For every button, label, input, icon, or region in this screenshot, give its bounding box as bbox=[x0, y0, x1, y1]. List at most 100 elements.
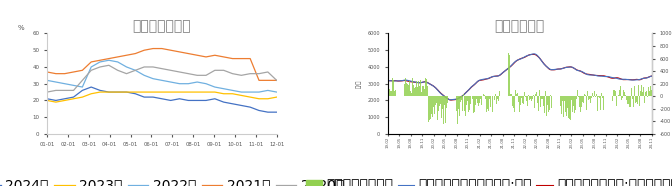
Bar bbox=[631, 88, 632, 96]
Bar bbox=[414, 88, 415, 96]
Bar bbox=[649, 91, 650, 96]
Bar bbox=[568, 96, 569, 118]
Bar bbox=[474, 96, 475, 112]
Bar bbox=[524, 92, 525, 96]
Bar bbox=[442, 96, 444, 108]
Bar bbox=[628, 96, 629, 104]
Bar bbox=[408, 85, 409, 96]
Bar bbox=[558, 96, 560, 122]
Bar bbox=[476, 96, 477, 99]
Bar bbox=[536, 92, 537, 96]
Bar bbox=[439, 96, 440, 106]
Bar bbox=[416, 81, 417, 96]
Bar bbox=[465, 96, 466, 116]
Bar bbox=[588, 96, 589, 100]
Bar bbox=[412, 78, 413, 96]
Bar bbox=[621, 96, 622, 100]
Bar bbox=[472, 96, 473, 100]
Bar bbox=[592, 93, 593, 96]
Bar bbox=[607, 96, 608, 112]
Bar bbox=[618, 95, 619, 96]
Bar bbox=[581, 96, 582, 107]
Bar bbox=[538, 96, 539, 111]
Bar bbox=[520, 96, 521, 105]
Bar bbox=[579, 96, 580, 107]
Bar bbox=[564, 96, 566, 112]
Bar bbox=[473, 96, 474, 113]
Bar bbox=[526, 96, 527, 101]
Bar bbox=[634, 86, 635, 96]
Bar bbox=[528, 95, 529, 96]
Bar bbox=[639, 96, 640, 106]
Bar bbox=[457, 96, 458, 124]
Bar bbox=[591, 96, 592, 98]
Bar bbox=[413, 85, 414, 96]
Bar bbox=[647, 96, 648, 97]
Bar bbox=[404, 84, 405, 96]
Title: 山东地区基差: 山东地区基差 bbox=[495, 20, 545, 33]
Bar bbox=[417, 87, 418, 96]
Bar bbox=[475, 96, 476, 105]
Legend: 2024年, 2023年, 2022年, 2021年, 2020年: 2024年, 2023年, 2022年, 2021年, 2020年 bbox=[0, 173, 349, 186]
Bar bbox=[595, 96, 596, 97]
Bar bbox=[651, 90, 653, 96]
Bar bbox=[571, 96, 572, 100]
Bar bbox=[525, 96, 526, 97]
Bar bbox=[452, 56, 454, 96]
Bar bbox=[419, 86, 420, 96]
Bar bbox=[420, 80, 421, 96]
Bar bbox=[392, 78, 393, 96]
Bar bbox=[648, 87, 649, 96]
Bar bbox=[432, 96, 433, 117]
Bar bbox=[391, 91, 392, 96]
Bar bbox=[609, 96, 610, 104]
Bar bbox=[540, 96, 541, 107]
Bar bbox=[552, 96, 553, 116]
Bar bbox=[583, 96, 584, 103]
Bar bbox=[393, 80, 394, 96]
Bar bbox=[388, 87, 389, 96]
Bar bbox=[646, 91, 647, 96]
Bar bbox=[548, 96, 549, 112]
Bar bbox=[446, 96, 448, 108]
Bar bbox=[611, 96, 612, 105]
Bar bbox=[437, 96, 438, 120]
Bar bbox=[483, 94, 484, 96]
Bar bbox=[448, 73, 450, 96]
Bar bbox=[585, 95, 586, 96]
Bar bbox=[550, 95, 551, 96]
Bar bbox=[495, 94, 496, 96]
Bar bbox=[636, 96, 637, 102]
Bar bbox=[572, 96, 573, 112]
Bar bbox=[626, 96, 627, 100]
Bar bbox=[415, 87, 416, 96]
Bar bbox=[424, 89, 425, 96]
Bar bbox=[516, 94, 517, 96]
Bar bbox=[645, 92, 646, 96]
Bar bbox=[479, 96, 480, 103]
Bar bbox=[598, 96, 599, 97]
Y-axis label: 元/吨: 元/吨 bbox=[356, 79, 362, 88]
Bar bbox=[640, 91, 641, 96]
Bar bbox=[597, 96, 598, 111]
Bar bbox=[518, 96, 519, 102]
Bar bbox=[633, 96, 634, 107]
Bar bbox=[440, 96, 442, 104]
Bar bbox=[431, 96, 432, 114]
Bar bbox=[426, 79, 427, 96]
Bar bbox=[603, 96, 604, 110]
Bar bbox=[418, 81, 419, 96]
Bar bbox=[429, 96, 430, 120]
Bar bbox=[562, 96, 564, 117]
Bar bbox=[461, 96, 462, 100]
Bar bbox=[522, 96, 523, 103]
Bar bbox=[629, 96, 630, 107]
Bar bbox=[398, 80, 399, 96]
Bar bbox=[468, 96, 469, 112]
Bar bbox=[584, 94, 585, 96]
Bar bbox=[569, 96, 570, 119]
Bar bbox=[575, 96, 576, 110]
Legend: 山东基差（右轴）, 期货收盘价（连续合约）:沥青, 市场价（主流价）:沥青（重交沥青）:山东地区: 山东基差（右轴）, 期货收盘价（连续合约）:沥青, 市场价（主流价）:沥青（重交… bbox=[300, 173, 672, 186]
Bar bbox=[566, 96, 568, 108]
Bar bbox=[470, 96, 471, 104]
